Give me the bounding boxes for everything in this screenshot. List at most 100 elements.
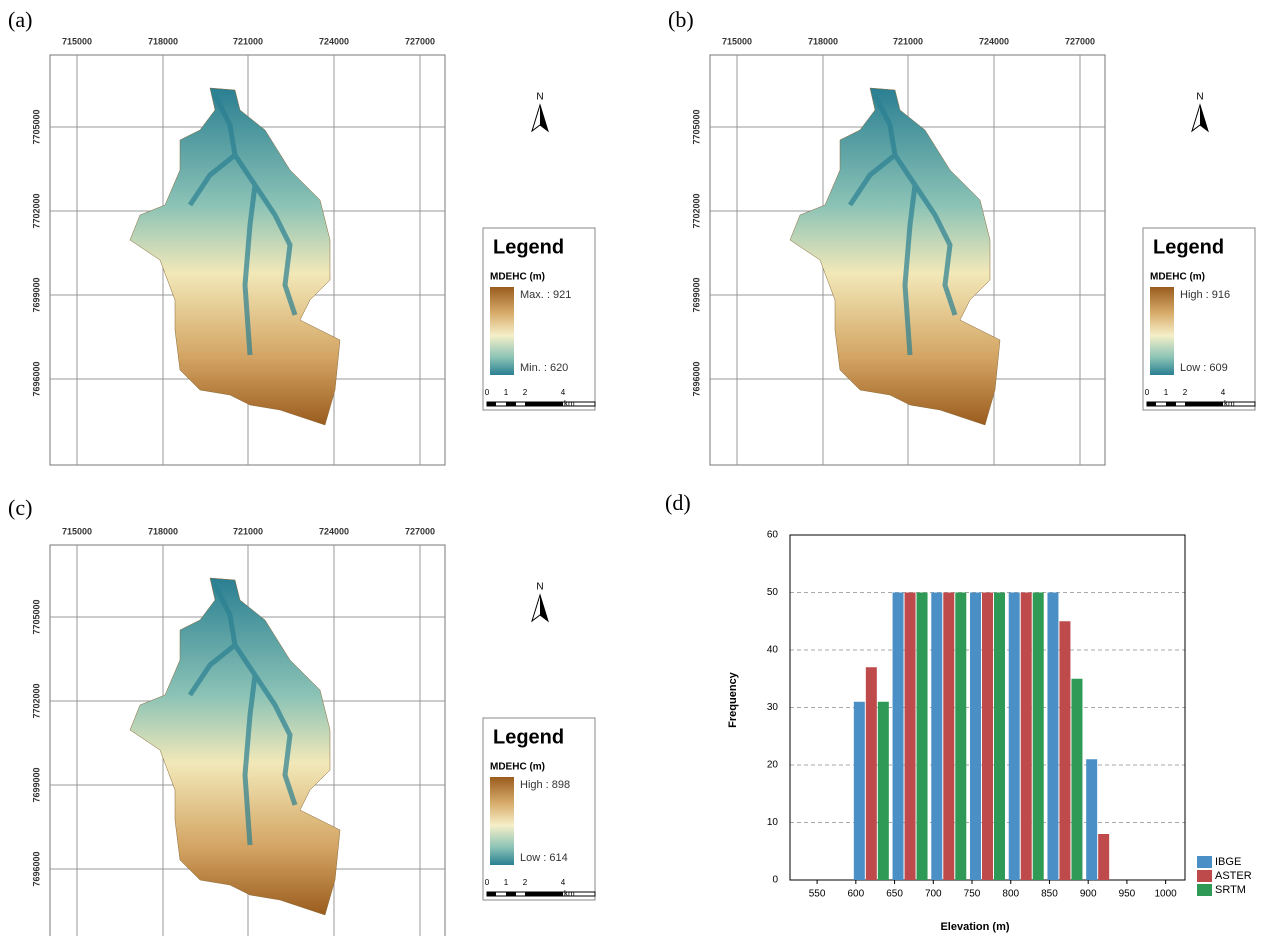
x-tick-label: 721000 bbox=[893, 36, 923, 46]
legend-max: Max. : 921 bbox=[520, 289, 571, 301]
x-tick-label: 721000 bbox=[233, 526, 263, 536]
scale-seg bbox=[487, 402, 496, 406]
bar bbox=[1098, 834, 1109, 880]
bar bbox=[866, 667, 877, 880]
legend-ramp bbox=[490, 287, 514, 375]
legend-min: Min. : 620 bbox=[520, 362, 568, 374]
legend-max: High : 916 bbox=[1180, 289, 1230, 301]
y-tick-label: 7705000 bbox=[31, 599, 41, 634]
legend-swatch bbox=[1197, 870, 1212, 882]
legend-min: Low : 614 bbox=[520, 852, 568, 864]
scale-seg bbox=[506, 402, 516, 406]
x-tick-label: 727000 bbox=[405, 36, 435, 46]
panel-label: (c) bbox=[8, 495, 32, 520]
bar bbox=[878, 702, 889, 880]
scale-label: 2 bbox=[523, 388, 528, 397]
bar bbox=[931, 593, 942, 881]
y-tick-label: 7699000 bbox=[691, 277, 701, 312]
x-tick-label: 724000 bbox=[979, 36, 1009, 46]
legend-label: SRTM bbox=[1215, 884, 1246, 896]
x-tick-label: 700 bbox=[925, 889, 942, 900]
x-tick-label: 1000 bbox=[1155, 889, 1178, 900]
x-tick-label: 718000 bbox=[808, 36, 838, 46]
bar bbox=[1086, 759, 1097, 880]
map-panel: 715000 718000 721000 724000 727000 7705000 770… bbox=[31, 526, 595, 936]
watershed bbox=[130, 578, 340, 915]
legend-min: Low : 609 bbox=[1180, 362, 1228, 374]
bar bbox=[1071, 679, 1082, 880]
north-label: N bbox=[536, 92, 543, 103]
y-tick-label: 7705000 bbox=[31, 109, 41, 144]
y-tick-label: 7702000 bbox=[31, 683, 41, 718]
bar bbox=[955, 593, 966, 881]
scale-seg bbox=[1166, 402, 1176, 406]
x-tick-label: 550 bbox=[809, 889, 826, 900]
y-tick-label: 40 bbox=[767, 645, 779, 656]
scale-label: 0 bbox=[485, 878, 490, 887]
scale-seg bbox=[1147, 402, 1156, 406]
legend-field: MDEHC (m) bbox=[1150, 272, 1205, 283]
scale-label: 0 bbox=[485, 388, 490, 397]
legend-swatch bbox=[1197, 884, 1212, 896]
legend-title: Legend bbox=[1153, 236, 1224, 258]
panel-label: (b) bbox=[668, 7, 694, 32]
y-tick-label: 7699000 bbox=[31, 767, 41, 802]
scale-unit: km bbox=[564, 889, 575, 898]
north-label: N bbox=[1196, 92, 1203, 103]
bar bbox=[917, 593, 928, 881]
y-tick-label: 7699000 bbox=[31, 277, 41, 312]
bar bbox=[970, 593, 981, 881]
legend-field: MDEHC (m) bbox=[490, 272, 545, 283]
x-tick-label: 900 bbox=[1080, 889, 1097, 900]
scale-label: 4 bbox=[561, 878, 566, 887]
x-tick-label: 800 bbox=[1002, 889, 1019, 900]
y-tick-label: 30 bbox=[767, 702, 779, 713]
x-tick-label: 718000 bbox=[148, 526, 178, 536]
x-tick-label: 727000 bbox=[1065, 36, 1095, 46]
y-tick-label: 7702000 bbox=[691, 193, 701, 228]
scale-seg bbox=[525, 402, 563, 406]
y-tick-label: 7696000 bbox=[691, 361, 701, 396]
scale-label: 0 bbox=[1145, 388, 1150, 397]
watershed bbox=[790, 88, 1000, 425]
x-tick-label: 600 bbox=[847, 889, 864, 900]
legend-label: ASTER bbox=[1215, 870, 1252, 882]
bar bbox=[893, 593, 904, 881]
map-panel: 7150007180007210007240007270007705000770… bbox=[31, 36, 595, 465]
legend-field: MDEHC (m) bbox=[490, 762, 545, 773]
legend-ramp bbox=[1150, 287, 1174, 375]
scale-seg bbox=[487, 892, 496, 896]
y-tick-label: 10 bbox=[767, 817, 779, 828]
legend-title: Legend bbox=[493, 726, 564, 748]
scale-seg bbox=[1185, 402, 1223, 406]
panel-label: (d) bbox=[665, 490, 691, 515]
scale-label: 4 bbox=[561, 388, 566, 397]
legend-max: High : 898 bbox=[520, 779, 570, 791]
x-tick-label: 850 bbox=[1041, 889, 1058, 900]
x-tick-label: 715000 bbox=[62, 526, 92, 536]
legend-title: Legend bbox=[493, 236, 564, 258]
panel-label: (a) bbox=[8, 7, 32, 32]
x-tick-label: 715000 bbox=[722, 36, 752, 46]
scale-label: 4 bbox=[1221, 388, 1226, 397]
bar bbox=[1047, 593, 1058, 881]
x-axis-label: Elevation (m) bbox=[940, 921, 1009, 933]
y-tick-label: 7702000 bbox=[31, 193, 41, 228]
bar bbox=[1009, 593, 1020, 881]
x-tick-label: 724000 bbox=[319, 526, 349, 536]
watershed bbox=[130, 88, 340, 425]
page: 715000 718000 721000 724000 727000 7705000 770… bbox=[0, 0, 1281, 936]
scale-label: 2 bbox=[1183, 388, 1188, 397]
y-tick-label: 50 bbox=[767, 587, 779, 598]
y-tick-label: 0 bbox=[772, 875, 778, 886]
x-tick-label: 715000 bbox=[62, 36, 92, 46]
bar bbox=[1033, 593, 1044, 881]
bar bbox=[943, 593, 954, 881]
x-tick-label: 950 bbox=[1119, 889, 1136, 900]
scale-label: 2 bbox=[523, 878, 528, 887]
x-tick-label: 718000 bbox=[148, 36, 178, 46]
x-tick-label: 727000 bbox=[405, 526, 435, 536]
x-tick-label: 721000 bbox=[233, 36, 263, 46]
bar bbox=[994, 593, 1005, 881]
scale-unit: km bbox=[564, 399, 575, 408]
